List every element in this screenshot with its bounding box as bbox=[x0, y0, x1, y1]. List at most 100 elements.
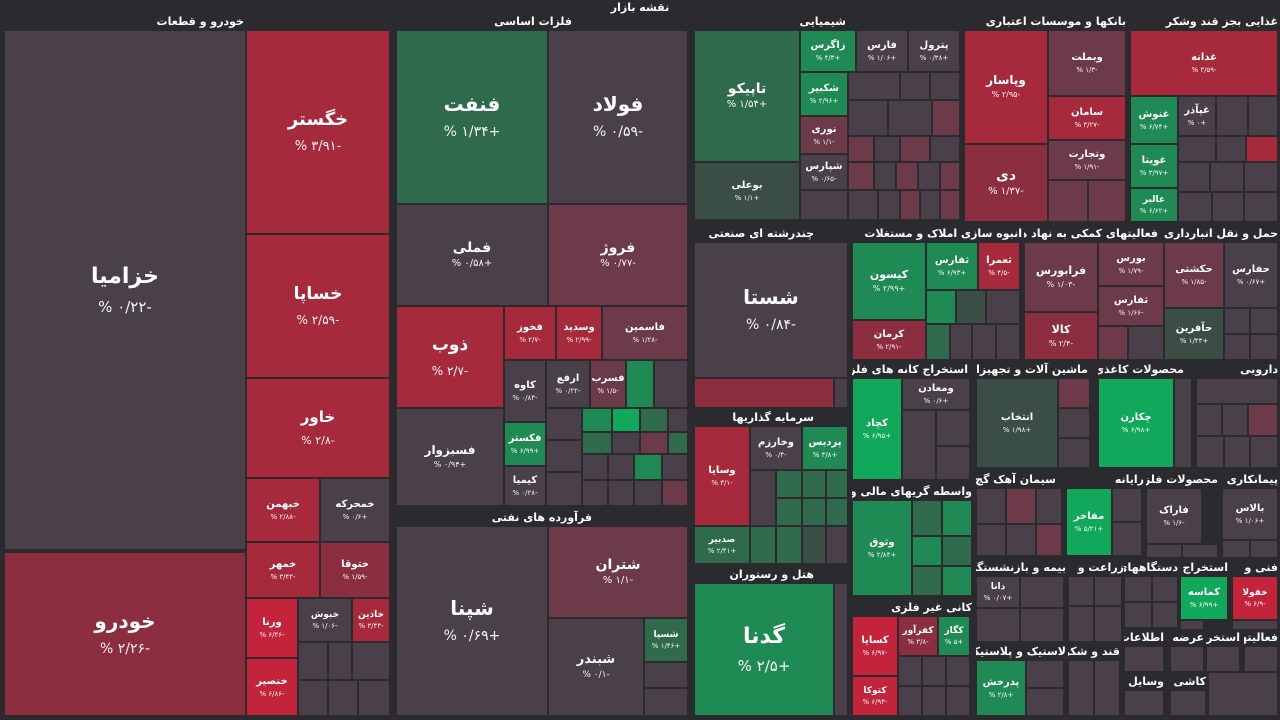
stock-tile[interactable]: پترول +۰/۳۸ % bbox=[908, 30, 960, 72]
stock-cell[interactable] bbox=[946, 656, 970, 686]
stock-tile[interactable]: فارس +۱/۰۶ % bbox=[856, 30, 908, 72]
stock-tile[interactable]: کاوه -۰/۸۳ % bbox=[504, 360, 546, 422]
stock-cell[interactable] bbox=[1124, 602, 1152, 628]
stock-cell[interactable] bbox=[918, 162, 940, 190]
stock-cell[interactable] bbox=[834, 583, 848, 716]
stock-cell[interactable] bbox=[1026, 688, 1064, 716]
stock-cell[interactable] bbox=[634, 480, 662, 506]
stock-tile[interactable]: وسدید -۲/۹۹ % bbox=[556, 306, 602, 360]
stock-cell[interactable] bbox=[1146, 544, 1182, 558]
sector-header[interactable]: فنی و bbox=[1244, 561, 1279, 574]
stock-tile[interactable]: خزامیا -۰/۲۲ % bbox=[4, 30, 246, 550]
stock-cell[interactable] bbox=[634, 454, 662, 480]
stock-cell[interactable] bbox=[612, 408, 640, 432]
sector-header[interactable]: فرآورده های نفتی bbox=[491, 511, 592, 524]
stock-cell[interactable] bbox=[848, 162, 874, 190]
stock-tile[interactable]: ذوب -۲/۷ % bbox=[396, 306, 504, 408]
stock-cell[interactable] bbox=[1124, 646, 1164, 672]
sector-header[interactable]: چندرشته ای صنعتی bbox=[708, 227, 814, 240]
stock-cell[interactable] bbox=[612, 432, 640, 454]
stock-tile[interactable]: انتخاب +۱/۹۸ % bbox=[976, 378, 1058, 468]
stock-tile[interactable]: شکبیر +۲/۹۶ % bbox=[800, 72, 848, 116]
stock-cell[interactable] bbox=[1212, 192, 1244, 222]
stock-cell[interactable] bbox=[1178, 162, 1210, 192]
stock-cell[interactable] bbox=[940, 162, 960, 190]
stock-tile[interactable]: دانا +۰/۰۷ % bbox=[976, 576, 1020, 608]
sector-header[interactable]: محصولات کاغذی bbox=[1098, 363, 1184, 376]
stock-cell[interactable] bbox=[1216, 96, 1248, 136]
stock-tile[interactable]: ثفارس -۱/۶۶ % bbox=[1098, 286, 1164, 326]
stock-cell[interactable] bbox=[694, 378, 834, 408]
stock-cell[interactable] bbox=[1124, 576, 1152, 602]
stock-cell[interactable] bbox=[912, 566, 942, 596]
stock-cell[interactable] bbox=[654, 360, 688, 408]
stock-cell[interactable] bbox=[826, 498, 848, 526]
stock-tile[interactable]: خگستر -۳/۹۱ % bbox=[246, 30, 390, 234]
stock-tile[interactable]: وتجارت -۱/۹۱ % bbox=[1048, 140, 1126, 180]
stock-tile[interactable]: ختوقا -۱/۵۹ % bbox=[320, 542, 390, 598]
stock-cell[interactable] bbox=[888, 100, 932, 136]
stock-cell[interactable] bbox=[896, 162, 918, 190]
stock-cell[interactable] bbox=[922, 686, 946, 716]
stock-tile[interactable]: خساپا -۲/۵۹ % bbox=[246, 234, 390, 378]
stock-cell[interactable] bbox=[1196, 436, 1224, 468]
stock-tile[interactable]: خاذین -۳/۴۴ % bbox=[352, 598, 390, 642]
stock-cell[interactable] bbox=[776, 526, 802, 564]
sector-header[interactable]: عرضه bbox=[1172, 631, 1204, 644]
stock-tile[interactable]: وسایا -۳/۱ % bbox=[694, 426, 750, 526]
stock-cell[interactable] bbox=[1246, 136, 1278, 162]
stock-cell[interactable] bbox=[930, 72, 960, 100]
sector-header[interactable]: سیمان آهک گچ bbox=[976, 473, 1056, 486]
stock-cell[interactable] bbox=[1222, 404, 1248, 436]
stock-cell[interactable] bbox=[1048, 180, 1088, 222]
stock-cell[interactable] bbox=[946, 686, 970, 716]
stock-tile[interactable]: فاسمین -۱/۲۸ % bbox=[602, 306, 688, 360]
stock-tile[interactable]: زاگرس +۴/۳ % bbox=[800, 30, 856, 72]
stock-tile[interactable]: کسایا -۶/۹۷ % bbox=[852, 616, 898, 676]
stock-tile[interactable]: حفارس +۰/۶۷ % bbox=[1224, 242, 1278, 308]
stock-cell[interactable] bbox=[1094, 576, 1122, 606]
stock-cell[interactable] bbox=[1058, 408, 1090, 438]
stock-cell[interactable] bbox=[826, 470, 848, 498]
stock-cell[interactable] bbox=[644, 688, 688, 716]
stock-cell[interactable] bbox=[1178, 192, 1212, 222]
stock-tile[interactable]: کماسه +۶/۹۹ % bbox=[1180, 576, 1228, 620]
stock-cell[interactable] bbox=[582, 454, 608, 480]
sector-header[interactable]: لاستیک و پلاستیک bbox=[976, 645, 1066, 658]
stock-cell[interactable] bbox=[902, 410, 936, 480]
sector-header[interactable]: هتل و رستوران bbox=[729, 568, 814, 581]
stock-cell[interactable] bbox=[1248, 404, 1278, 436]
stock-cell[interactable] bbox=[898, 656, 922, 686]
sector-header[interactable]: رایانه bbox=[1114, 473, 1144, 486]
stock-tile[interactable]: فولاد -۰/۵۹ % bbox=[548, 30, 688, 204]
stock-cell[interactable] bbox=[1224, 334, 1250, 360]
stock-tile[interactable]: پردیس +۳/۸ % bbox=[802, 426, 848, 470]
stock-tile[interactable]: فخوز -۲/۷ % bbox=[504, 306, 556, 360]
sector-header[interactable]: خودرو و قطعات bbox=[156, 15, 244, 28]
stock-tile[interactable]: تاپیکو +۱/۵۴ % bbox=[694, 30, 800, 162]
stock-tile[interactable]: پدرخش +۲/۸ % bbox=[976, 660, 1026, 716]
sector-header[interactable]: پیمانکاری bbox=[1226, 473, 1278, 486]
stock-cell[interactable] bbox=[1068, 606, 1094, 642]
sector-header[interactable]: دستگاههای bbox=[1124, 561, 1178, 574]
sector-header[interactable]: وسایل bbox=[1128, 675, 1164, 688]
stock-cell[interactable] bbox=[1222, 540, 1250, 558]
stock-tile[interactable]: دی -۱/۳۷ % bbox=[964, 144, 1048, 222]
stock-cell[interactable] bbox=[976, 608, 1020, 642]
stock-tile[interactable]: خاور -۲/۸ % bbox=[246, 378, 390, 478]
stock-cell[interactable] bbox=[800, 190, 848, 220]
stock-tile[interactable]: غنوش +۶/۷۴ % bbox=[1130, 96, 1178, 144]
stock-cell[interactable] bbox=[922, 656, 946, 686]
stock-tile[interactable]: خبهمن -۲/۸۸ % bbox=[246, 478, 320, 542]
stock-cell[interactable] bbox=[926, 290, 956, 324]
stock-cell[interactable] bbox=[1112, 488, 1142, 522]
stock-cell[interactable] bbox=[926, 324, 950, 360]
stock-cell[interactable] bbox=[1152, 576, 1178, 602]
stock-tile[interactable]: بالاس +۱/۰۶ % bbox=[1222, 488, 1278, 540]
stock-tile[interactable]: بورس -۱/۷۹ % bbox=[1098, 242, 1164, 286]
stock-tile[interactable]: شستا -۰/۸۴ % bbox=[694, 242, 848, 378]
stock-cell[interactable] bbox=[582, 408, 612, 432]
stock-cell[interactable] bbox=[1068, 660, 1094, 716]
stock-tile[interactable]: ومعادن +۰/۶ % bbox=[902, 378, 970, 410]
stock-cell[interactable] bbox=[942, 566, 972, 596]
